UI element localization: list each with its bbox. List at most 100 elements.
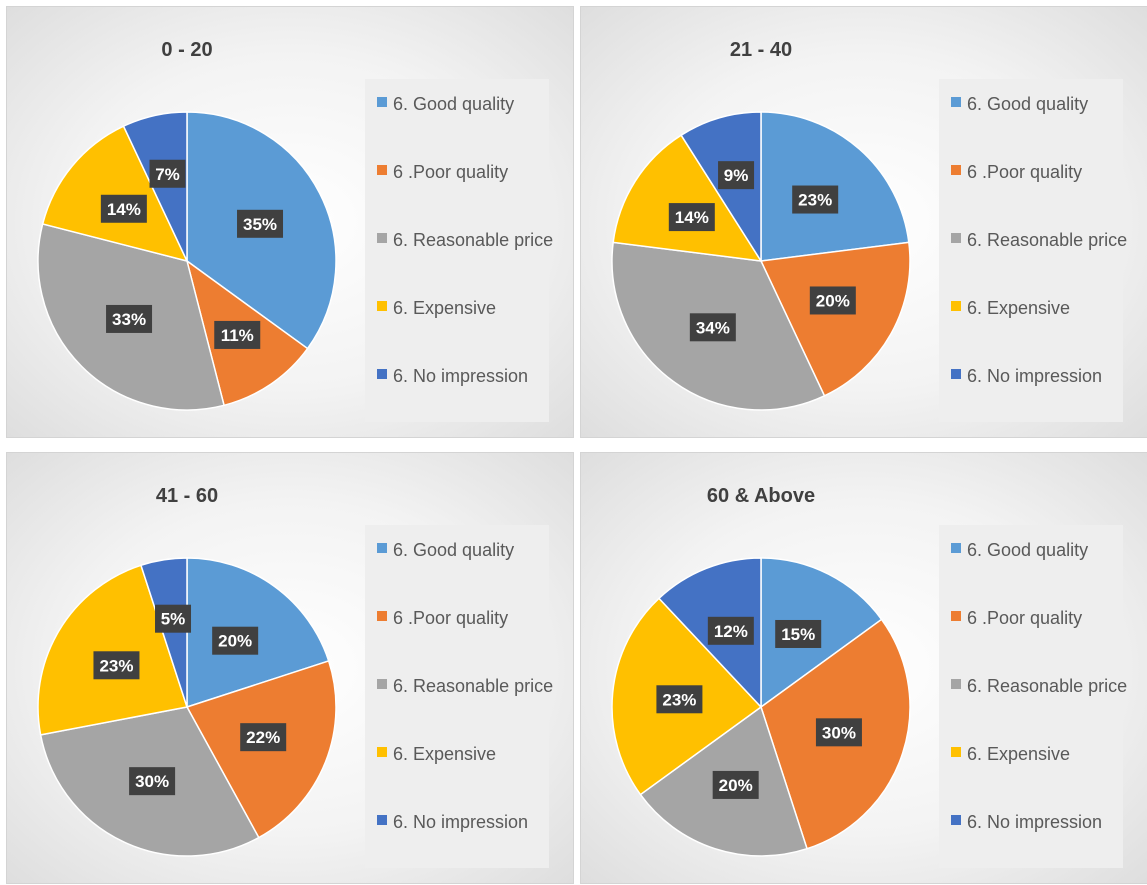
- data-label-text: 35%: [243, 215, 277, 234]
- data-label-box: [792, 185, 839, 214]
- legend-item-good-quality: 6. Good quality: [377, 89, 549, 157]
- data-label-text: 14%: [675, 208, 709, 227]
- pie-chart: 15% 30% 20% 23% 12%: [611, 557, 911, 857]
- data-label-box: [775, 619, 822, 648]
- data-label-text: 23%: [99, 656, 133, 675]
- legend-label: 6 .Poor quality: [393, 608, 509, 628]
- legend-label: 6. No impression: [967, 812, 1103, 832]
- legend-swatch: [951, 543, 961, 553]
- legend-item-good-quality: 6. Good quality: [951, 89, 1123, 157]
- data-label-text: 11%: [221, 326, 254, 345]
- data-label-box: [100, 194, 147, 223]
- legend-item-expensive: 6. Expensive: [377, 739, 549, 807]
- pie-slice-expensive: [37, 564, 188, 736]
- data-label-good-quality: 20%: [212, 626, 259, 655]
- legend-swatch: [951, 369, 961, 379]
- data-label-box: [656, 685, 703, 714]
- legend-swatch: [377, 369, 387, 379]
- data-label-box: [155, 604, 192, 633]
- data-label-box: [707, 616, 754, 645]
- data-label-reasonable-price: 20%: [712, 770, 759, 799]
- legend-label: 6. Good quality: [393, 540, 515, 560]
- data-label-text: 20%: [816, 291, 850, 310]
- chart-panel-21-40: 21 - 40 23% 20% 34% 14% 9% 6. Good quality 6…: [580, 6, 1147, 438]
- chart-title: 41 - 60: [155, 485, 219, 507]
- legend-item-poor-quality: 6 .Poor quality: [377, 603, 549, 671]
- chart-title: 60 & Above: [706, 485, 816, 507]
- legend-label: 6. No impression: [393, 366, 529, 386]
- data-label-no-impression: 7%: [149, 159, 186, 188]
- legend-swatch: [377, 97, 387, 107]
- legend-item-good-quality: 6. Good quality: [377, 535, 549, 603]
- legend-item-reasonable-price: 6. Reasonable price: [951, 671, 1127, 739]
- chart-panel-60-above: 60 & Above 15% 30% 20% 23% 12% 6. Good quali…: [580, 452, 1147, 884]
- pie-chart: 23% 20% 34% 14% 9%: [611, 111, 911, 411]
- data-label-text: 20%: [218, 632, 252, 651]
- data-label-box: [212, 626, 259, 655]
- data-label-box: [718, 161, 755, 190]
- legend-label: 6. Expensive: [393, 744, 497, 764]
- legend-swatch: [951, 301, 961, 311]
- legend: 6. Good quality 6 .Poor quality 6. Reaso…: [939, 525, 1127, 868]
- data-label-text: 7%: [155, 165, 180, 184]
- chart-title: 21 - 40: [729, 39, 793, 61]
- data-label-reasonable-price: 30%: [129, 767, 176, 796]
- data-label-reasonable-price: 34%: [689, 313, 736, 342]
- data-label-poor-quality: 20%: [809, 286, 856, 315]
- data-label-box: [712, 770, 759, 799]
- legend-item-poor-quality: 6 .Poor quality: [951, 603, 1123, 671]
- legend-item-no-impression: 6. No impression: [377, 361, 549, 429]
- data-label-poor-quality: 30%: [815, 718, 862, 747]
- legend-swatch: [377, 611, 387, 621]
- legend-swatch: [377, 815, 387, 825]
- data-label-good-quality: 15%: [775, 619, 822, 648]
- data-label-text: 20%: [719, 776, 753, 795]
- legend-swatch: [951, 233, 961, 243]
- legend-swatch: [377, 233, 387, 243]
- data-label-text: 30%: [822, 723, 856, 742]
- data-label-box: [214, 320, 261, 349]
- data-label-box: [815, 718, 862, 747]
- data-label-text: 23%: [662, 690, 696, 709]
- legend-label: 6. No impression: [393, 812, 529, 832]
- legend-swatch: [951, 747, 961, 757]
- pie-slice-expensive: [41, 125, 189, 263]
- data-label-good-quality: 35%: [237, 209, 284, 238]
- legend-label: 6 .Poor quality: [967, 162, 1083, 182]
- legend-label: 6. Reasonable price: [967, 230, 1128, 250]
- legend-label: 6 .Poor quality: [967, 608, 1083, 628]
- legend-swatch: [951, 165, 961, 175]
- legend-label: 6. Reasonable price: [393, 676, 554, 696]
- data-label-text: 23%: [798, 191, 832, 210]
- pie-slice-poor-quality: [759, 241, 911, 397]
- data-label-box: [149, 159, 186, 188]
- legend-label: 6. Reasonable price: [393, 230, 554, 250]
- legend-swatch: [951, 611, 961, 621]
- pie-slice-good-quality: [760, 557, 883, 709]
- legend-item-reasonable-price: 6. Reasonable price: [377, 671, 553, 739]
- legend: 6. Good quality 6 .Poor quality 6. Reaso…: [365, 525, 553, 868]
- legend-swatch: [377, 165, 387, 175]
- chart-panel-41-60: 41 - 60 20% 22% 30% 23% 5% 6. Good quality 6…: [6, 452, 574, 884]
- pie-chart: 20% 22% 30% 23% 5%: [37, 557, 337, 857]
- legend: 6. Good quality 6 .Poor quality 6. Reaso…: [365, 79, 553, 422]
- legend-item-expensive: 6. Expensive: [951, 293, 1123, 361]
- data-label-text: 33%: [112, 310, 146, 329]
- pie-chart: 35% 11% 33% 14% 7%: [37, 111, 337, 411]
- data-label-text: 14%: [107, 200, 141, 219]
- pie-slice-expensive: [612, 134, 763, 262]
- data-label-good-quality: 23%: [792, 185, 839, 214]
- data-label-text: 34%: [696, 318, 730, 337]
- data-label-text: 5%: [161, 610, 186, 629]
- data-label-text: 12%: [714, 622, 748, 641]
- legend-swatch: [951, 97, 961, 107]
- legend-item-expensive: 6. Expensive: [377, 293, 549, 361]
- chart-title: 0 - 20: [161, 39, 213, 61]
- legend-label: 6. Expensive: [967, 298, 1071, 318]
- data-label-box: [240, 723, 287, 752]
- data-label-box: [689, 313, 736, 342]
- data-label-poor-quality: 22%: [240, 723, 287, 752]
- legend-swatch: [951, 679, 961, 689]
- legend-label: 6. Good quality: [967, 540, 1089, 560]
- legend-swatch: [377, 301, 387, 311]
